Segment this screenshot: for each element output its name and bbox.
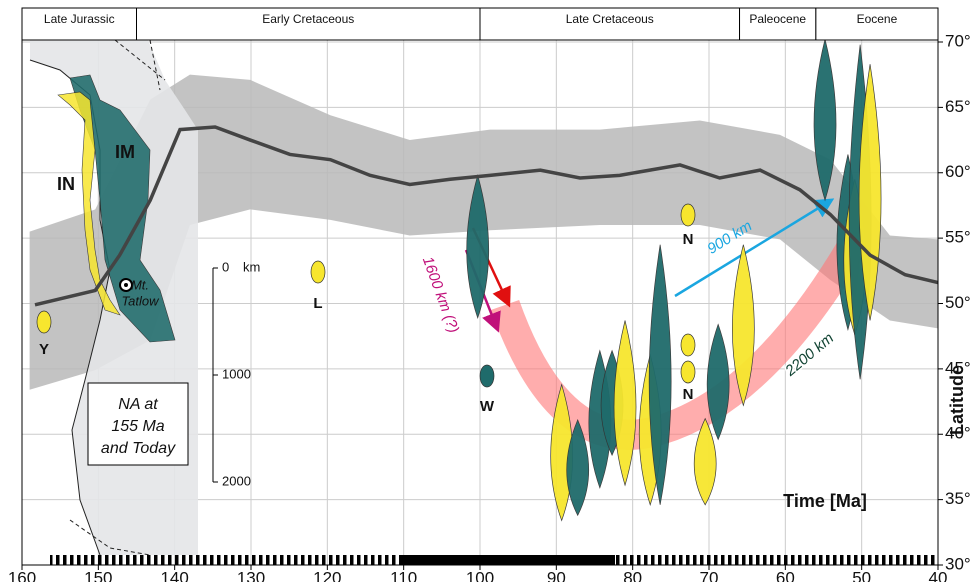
period-box	[21, 7, 137, 41]
violin	[613, 320, 637, 487]
annotation: NA at	[118, 396, 158, 413]
fossil-icon	[680, 203, 696, 227]
annotation: Mt.	[131, 277, 149, 292]
y-tick-label: 40°	[945, 424, 971, 443]
fossil-icon	[680, 333, 696, 357]
x-tick-label: 150	[84, 568, 112, 582]
annotation: N	[683, 231, 694, 248]
x-tick-label: 140	[160, 568, 188, 582]
fossil-icon	[36, 310, 52, 334]
scale-label: 1000	[222, 366, 251, 381]
annotation: Y	[39, 341, 49, 358]
period-label: Late Cretaceous	[566, 12, 654, 26]
violin	[648, 244, 672, 505]
period-box	[739, 7, 817, 41]
violin	[466, 174, 489, 319]
annotation: 155 Ma	[111, 418, 164, 435]
x-tick-label: 100	[466, 568, 494, 582]
annotation: IM	[115, 142, 135, 162]
sample-ages-dense	[400, 555, 615, 565]
scale-unit: km	[243, 259, 260, 274]
fossil-icon	[680, 360, 696, 384]
x-tick-label: 70	[700, 568, 719, 582]
scale-label: 0	[222, 259, 229, 274]
x-tick-label: 160	[8, 568, 36, 582]
period-label: Paleocene	[749, 12, 806, 26]
period-box	[136, 7, 481, 41]
x-tick-label: 40	[929, 568, 948, 582]
y-tick-label: 60°	[945, 162, 971, 181]
y-tick-label: 30°	[945, 554, 971, 573]
inset-box	[87, 382, 189, 466]
x-tick-label: 90	[547, 568, 566, 582]
marks	[34, 39, 939, 522]
annotation: Tatlow	[121, 293, 160, 308]
period-box	[815, 7, 939, 41]
annotation: W	[480, 398, 495, 415]
x-tick-label: 60	[776, 568, 795, 582]
terrane-im	[69, 74, 176, 343]
violin	[706, 323, 730, 441]
x-tick-label: 80	[623, 568, 642, 582]
violin	[693, 417, 717, 506]
x-tick-label: 120	[313, 568, 341, 582]
y-tick-label: 70°	[945, 31, 971, 50]
violin	[550, 383, 574, 522]
x-tick-label: 110	[390, 568, 417, 582]
annotation: IN	[57, 174, 75, 194]
period-label: Late Jurassic	[44, 12, 115, 26]
y-tick-label: 55°	[945, 228, 971, 247]
period-box	[479, 7, 741, 41]
violin	[566, 418, 589, 517]
violin	[813, 39, 837, 202]
period-label: Early Cretaceous	[262, 12, 354, 26]
period-label: Eocene	[857, 12, 898, 26]
violin	[732, 244, 755, 407]
y-tick-label: 50°	[945, 293, 971, 312]
annotation: and Today	[101, 440, 176, 457]
x-tick-label: 130	[237, 568, 265, 582]
arrow-blue	[674, 198, 835, 298]
x-axis-label: Time [Ma]	[783, 491, 867, 511]
confidence-band	[29, 74, 938, 390]
x-tick-label: 50	[852, 568, 871, 582]
apwp-line	[34, 125, 939, 307]
y-tick-label: 35°	[945, 489, 971, 508]
annotation: N	[683, 386, 694, 403]
y-tick-label: 65°	[945, 97, 971, 116]
map-border	[69, 39, 166, 556]
y-axis-label: Latitude	[947, 365, 967, 435]
annotation: 1600 km (?)	[419, 254, 462, 335]
y-tick-label: 45°	[945, 358, 971, 377]
annotation: L	[313, 295, 322, 312]
scale-label: 2000	[222, 473, 251, 488]
terrane-in	[57, 91, 121, 316]
fossil-icon	[310, 260, 326, 284]
fossil-icon	[479, 364, 495, 388]
tatlow-dot	[124, 283, 128, 287]
band-layer	[29, 74, 938, 390]
